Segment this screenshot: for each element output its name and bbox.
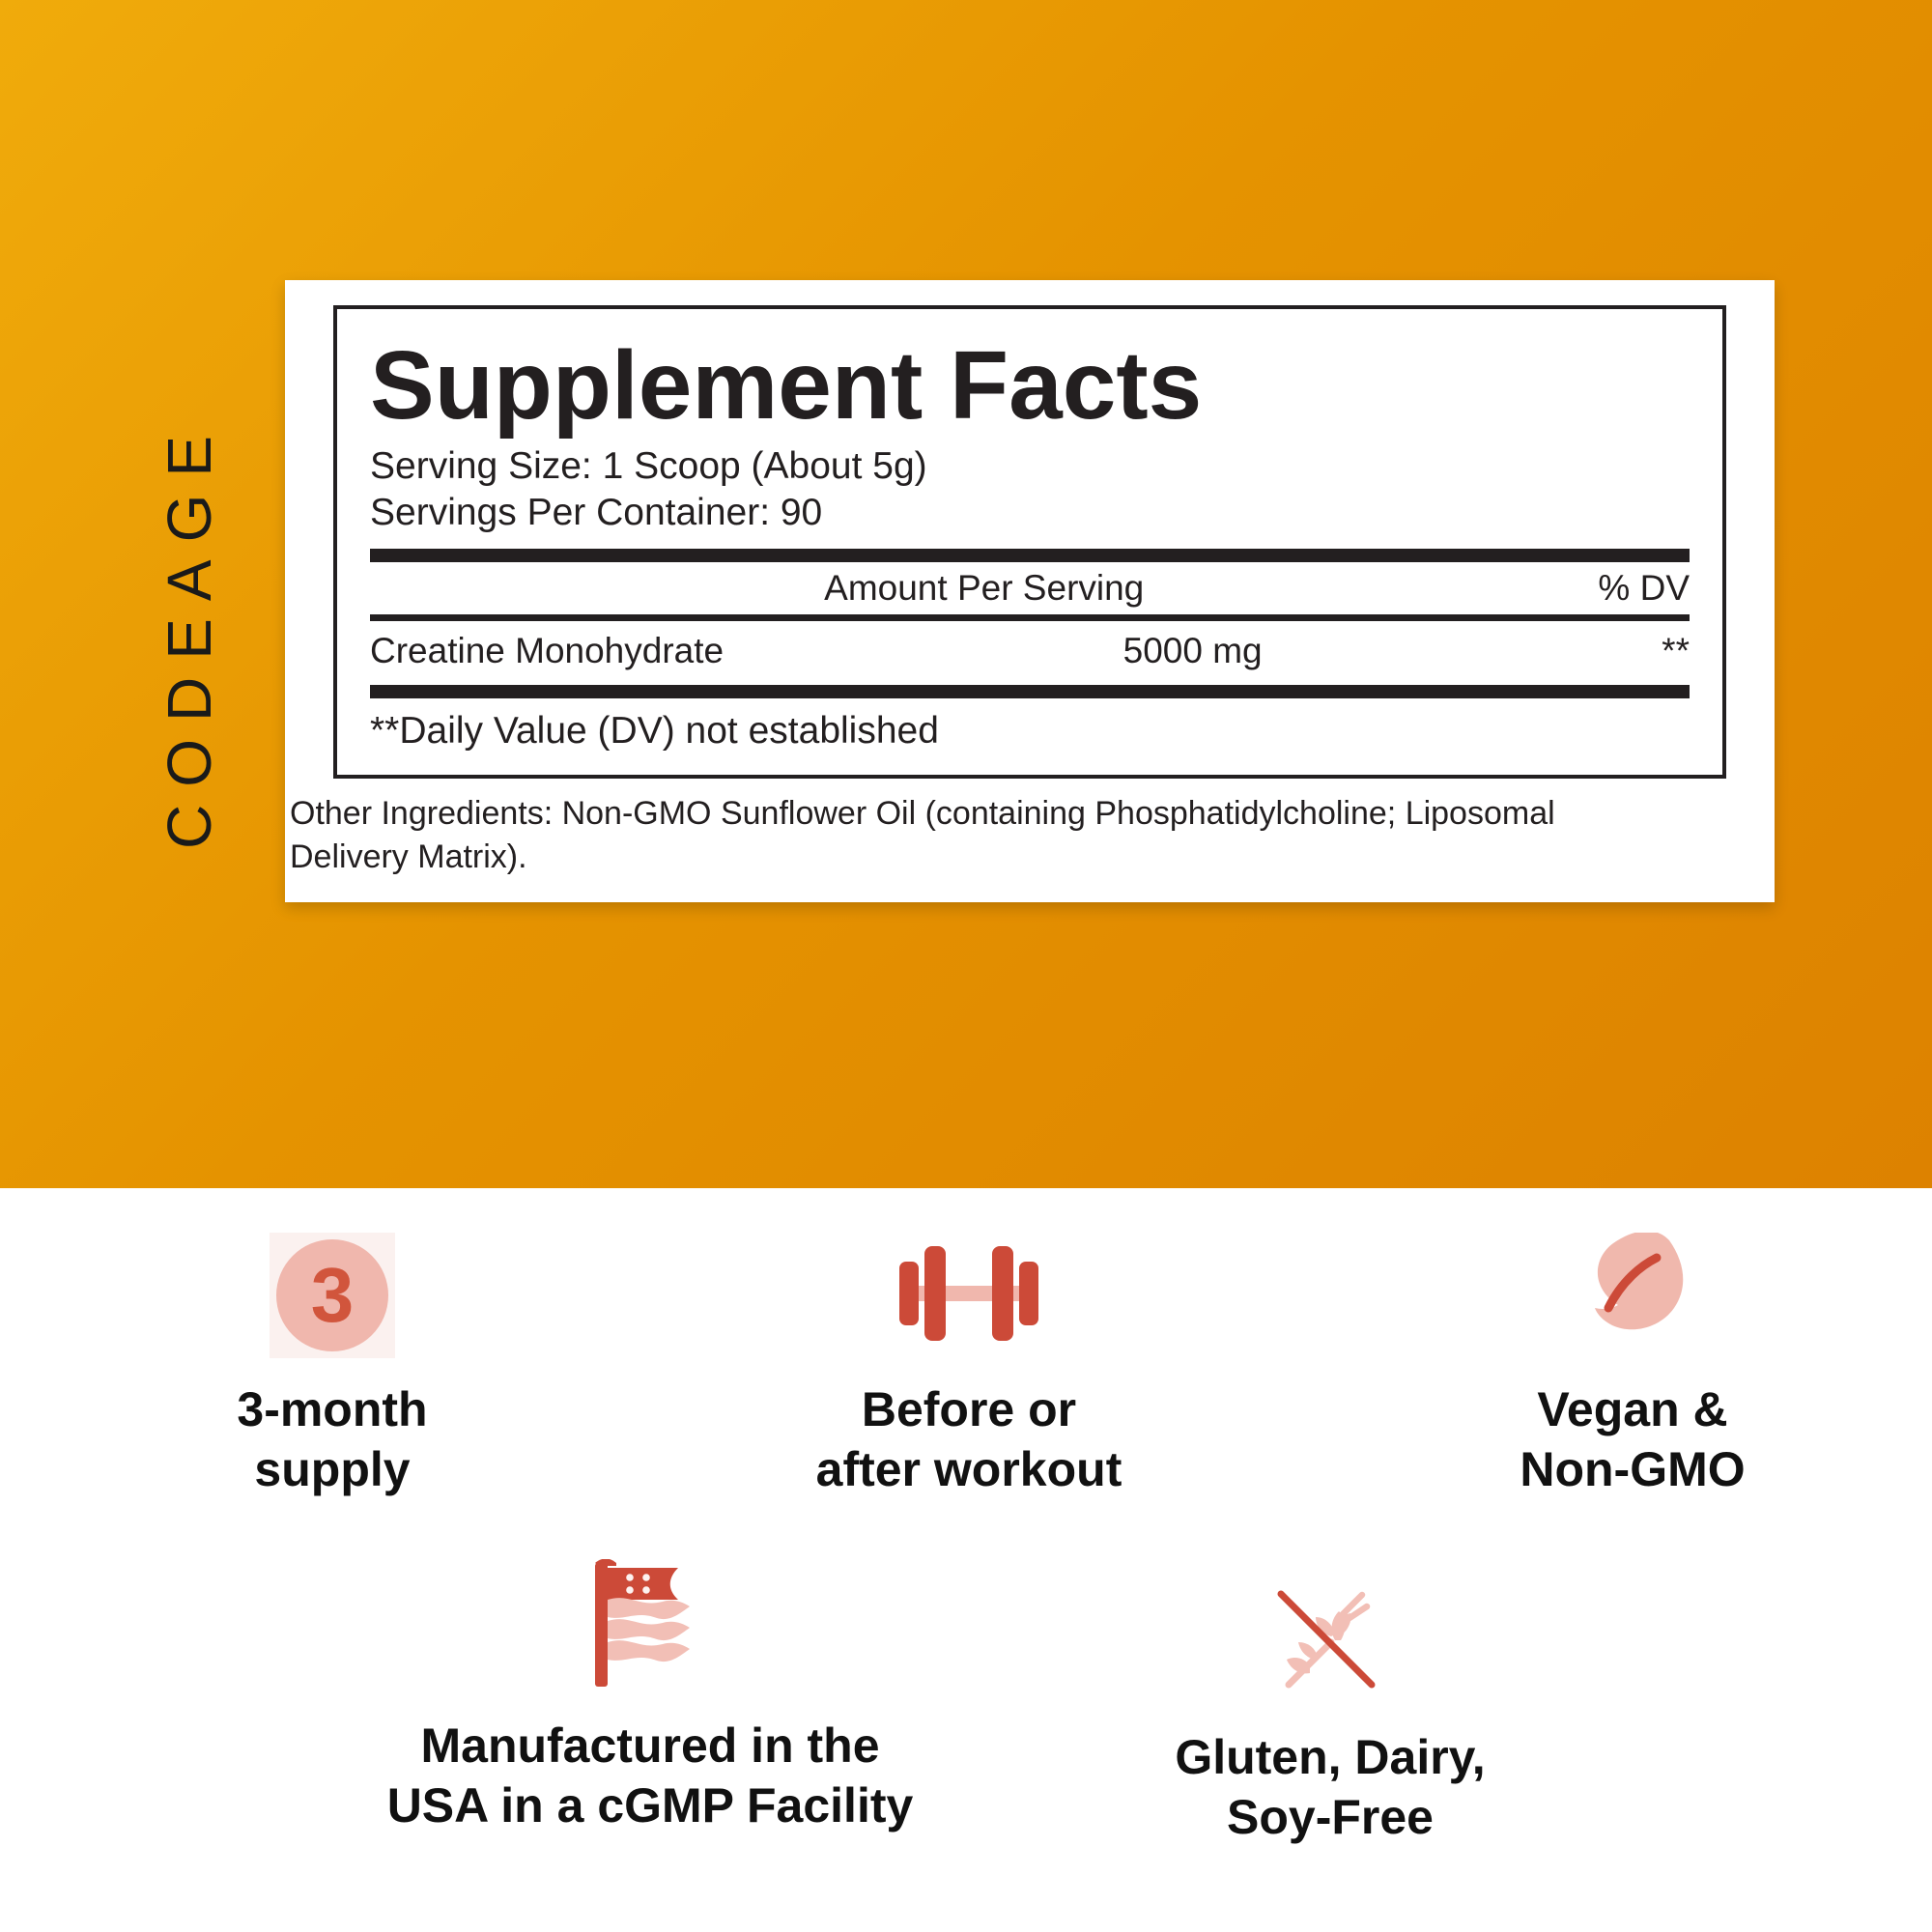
svg-text:3: 3 — [311, 1252, 355, 1338]
